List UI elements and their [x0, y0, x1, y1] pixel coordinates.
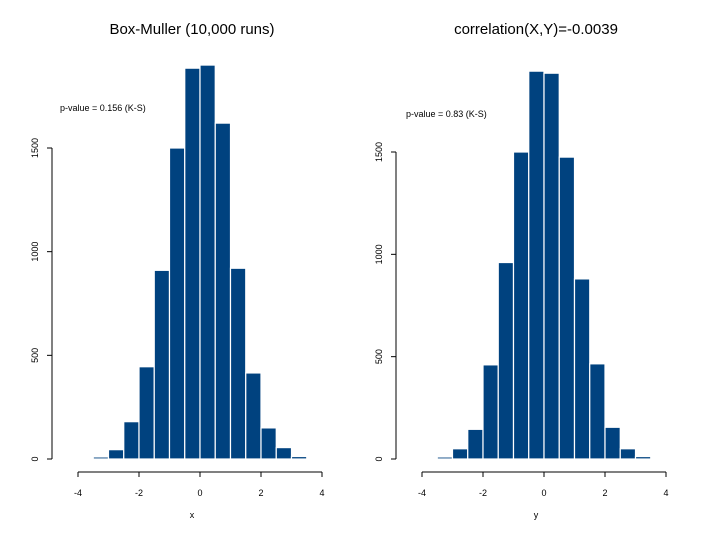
- x-tick-label-x: -4: [74, 488, 82, 498]
- histogram-bar-y: [451, 448, 469, 460]
- histogram-panel-x: Box-Muller (10,000 runs) p-value = 0.156…: [30, 21, 325, 520]
- histogram-bar-x: [245, 372, 262, 460]
- x-tick-label-y: 4: [663, 488, 668, 498]
- y-tick-label-y: 1500: [374, 142, 384, 162]
- y-tick-label-x: 1000: [30, 242, 40, 262]
- histogram-bar-x: [184, 67, 201, 460]
- histogram-bar-x: [199, 64, 216, 460]
- axes-y: -4 -2 0 2 4 0 500 1000 1500: [374, 142, 669, 498]
- histogram-bar-y: [467, 428, 484, 460]
- histogram-bar-y: [497, 261, 515, 460]
- y-tick-label-y: 0: [374, 456, 384, 461]
- histogram-bar-y: [573, 278, 591, 460]
- x-tick-label-y: -4: [418, 488, 426, 498]
- x-tick-label-y: 2: [602, 488, 607, 498]
- histogram-bar-x: [275, 446, 293, 460]
- histogram-bar-x: [168, 147, 186, 460]
- x-axis-label-y: y: [534, 510, 539, 520]
- histogram-bar-y: [634, 455, 652, 460]
- x-tick-label-x: 4: [319, 488, 324, 498]
- histogram-bar-x: [138, 366, 155, 460]
- histogram-bar-x: [123, 421, 140, 460]
- histogram-panel-y: correlation(X,Y)=-0.0039 p-value = 0.83 …: [374, 21, 669, 520]
- histogram-bar-x: [153, 269, 171, 460]
- histogram-bar-y: [589, 363, 606, 460]
- histogram-bar-x: [229, 267, 247, 460]
- bars-x: [92, 64, 308, 460]
- bars-y: [436, 70, 652, 460]
- x-tick-label-x: -2: [135, 488, 143, 498]
- histogram-bar-y: [528, 70, 545, 460]
- histogram-bar-x: [107, 449, 125, 460]
- histogram-bar-y: [482, 364, 499, 460]
- histogram-bar-y: [619, 448, 637, 460]
- histogram-bar-x: [92, 456, 110, 460]
- chart-title-y: correlation(X,Y)=-0.0039: [454, 21, 618, 38]
- chart-title-x: Box-Muller (10,000 runs): [109, 21, 274, 38]
- histogram-bar-x: [290, 455, 308, 460]
- x-tick-label-x: 0: [197, 488, 202, 498]
- p-value-annotation-x: p-value = 0.156 (K-S): [60, 103, 146, 113]
- x-tick-label-x: 2: [258, 488, 263, 498]
- axes-x: -4 -2 0 2 4 0 500 1000 1500: [30, 138, 325, 498]
- y-tick-label-y: 1000: [374, 244, 384, 264]
- histogram-bar-y: [436, 456, 454, 460]
- histogram-bar-x: [260, 427, 277, 460]
- y-tick-label-x: 500: [30, 348, 40, 363]
- histogram-bar-y: [558, 156, 576, 460]
- x-tick-label-y: 0: [541, 488, 546, 498]
- histogram-bar-y: [543, 72, 560, 460]
- histogram-bar-y: [512, 151, 530, 460]
- x-tick-label-y: -2: [479, 488, 487, 498]
- p-value-annotation-y: p-value = 0.83 (K-S): [406, 109, 487, 119]
- y-tick-label-y: 500: [374, 349, 384, 364]
- histogram-bar-y: [604, 426, 621, 460]
- y-tick-label-x: 0: [30, 456, 40, 461]
- y-tick-label-x: 1500: [30, 138, 40, 158]
- x-axis-label-x: x: [190, 510, 195, 520]
- histogram-bar-x: [214, 122, 232, 460]
